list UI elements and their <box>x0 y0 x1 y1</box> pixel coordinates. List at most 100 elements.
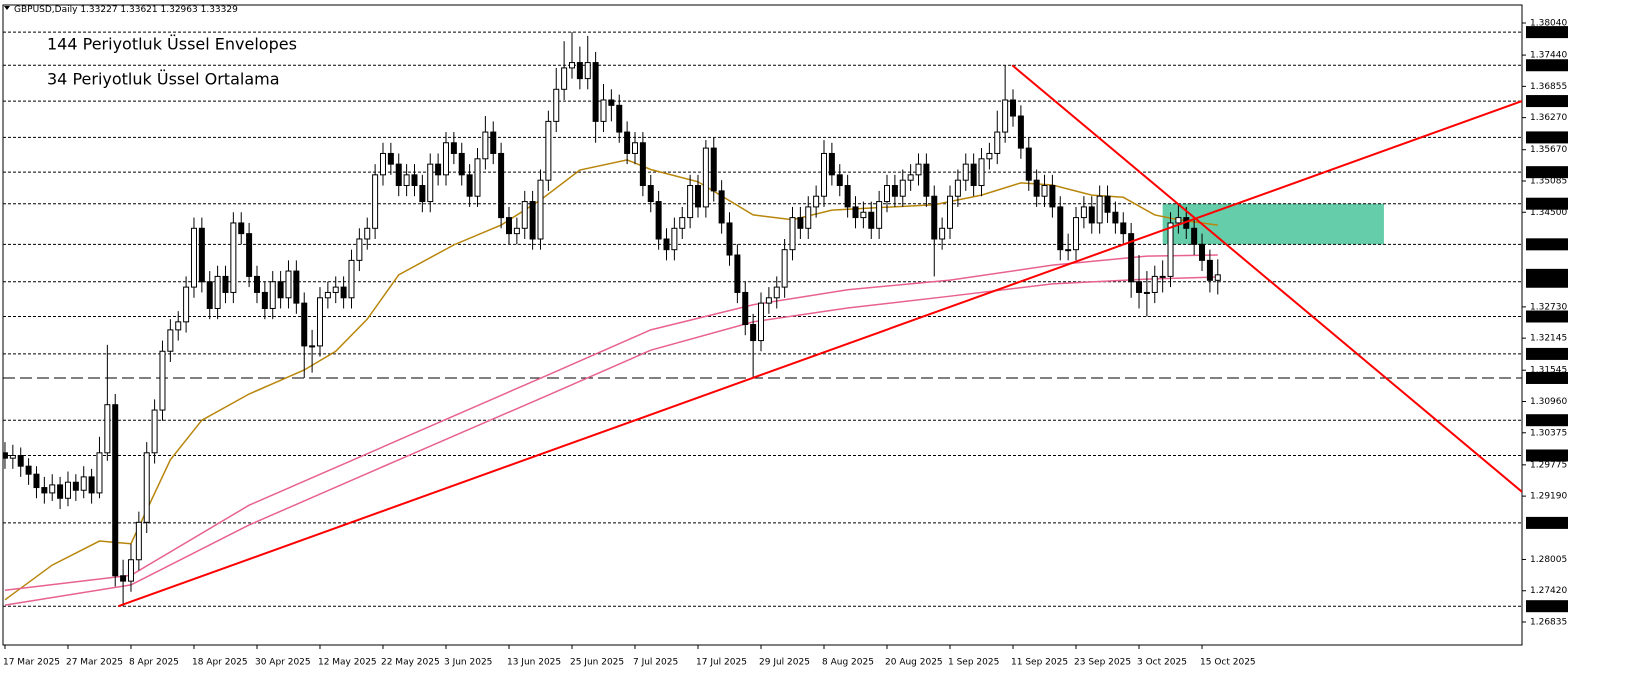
candle-body <box>324 291 331 299</box>
candle-body <box>655 201 662 240</box>
candle-body <box>947 195 954 229</box>
y-tick-label: 1.29775 <box>1530 460 1567 470</box>
y-tick-label: 1.28005 <box>1530 555 1567 565</box>
candle-body <box>419 185 426 203</box>
candle-body <box>781 249 788 288</box>
candle-body <box>1191 227 1198 245</box>
level-label-box <box>1526 516 1568 529</box>
x-tick-label: 23 Sep 2025 <box>1074 658 1131 668</box>
candle-body <box>309 345 316 348</box>
candle-body <box>1088 206 1095 224</box>
candle-body <box>80 476 87 491</box>
level-label-box <box>1526 310 1568 323</box>
candle-body <box>631 142 638 154</box>
level-label-box <box>1526 347 1568 360</box>
x-tick-label: 8 Apr 2025 <box>129 658 179 668</box>
candle-body <box>3 452 8 459</box>
x-tick-label: 29 Jul 2025 <box>759 658 810 668</box>
candle-body <box>1128 233 1135 283</box>
candle-body <box>931 195 938 240</box>
candle-body <box>1049 185 1056 208</box>
annotation: 144 Periyotluk Üssel Envelopes <box>47 35 297 54</box>
candle-body <box>592 62 599 122</box>
y-tick-label: 1.29190 <box>1530 492 1567 502</box>
candle-body <box>1206 259 1213 281</box>
candle-body <box>332 286 339 293</box>
candle-body <box>435 163 442 176</box>
candle-body <box>513 227 520 235</box>
x-tick-label: 25 Jun 2025 <box>570 658 624 668</box>
candle-body <box>246 233 253 277</box>
x-tick-label: 20 Aug 2025 <box>885 658 943 668</box>
candle-body <box>702 147 709 208</box>
level-label: 1.34660 <box>1529 199 1566 209</box>
x-tick-label: 17 Jul 2025 <box>696 658 747 668</box>
x-tick-label: 8 Aug 2025 <box>822 658 874 668</box>
candle-body <box>238 222 245 235</box>
candle-body <box>663 238 670 251</box>
candle-body <box>561 67 568 90</box>
candle-body <box>379 152 386 176</box>
candle-body <box>277 281 284 299</box>
candle-body <box>1096 195 1103 224</box>
y-tick-label: 1.30960 <box>1530 397 1567 407</box>
level-label: 1.31400 <box>1529 373 1566 383</box>
candle-body <box>490 131 497 154</box>
candle-body <box>17 454 24 467</box>
candle-body <box>25 465 32 475</box>
candle-body <box>773 286 780 299</box>
candle-body <box>269 281 276 309</box>
candle-body <box>57 484 64 499</box>
y-tick-label: 1.32145 <box>1530 334 1567 344</box>
candle-body <box>143 452 150 523</box>
candle-body <box>671 227 678 251</box>
candle-body <box>1104 195 1111 213</box>
x-tick-label: 22 May 2025 <box>381 658 440 668</box>
candle-body <box>253 275 260 293</box>
candle-body <box>348 259 355 299</box>
candle-body <box>1025 147 1032 181</box>
candle-body <box>537 179 544 240</box>
candle-body <box>458 152 465 176</box>
zone <box>1162 203 1384 245</box>
candle-body <box>482 131 489 160</box>
candle-body <box>372 174 379 229</box>
candle-body <box>214 275 221 309</box>
y-tick-label: 1.35085 <box>1530 176 1567 186</box>
level-label: 1.33200 <box>1529 277 1566 287</box>
candle-body <box>679 217 686 229</box>
candle-body <box>962 163 969 181</box>
candle-body <box>411 174 418 187</box>
candle-body <box>884 185 891 203</box>
candle-body <box>340 286 347 299</box>
candle-body <box>970 163 977 187</box>
candle-body <box>844 185 851 208</box>
candle-body <box>813 195 820 208</box>
candle-body <box>33 473 40 489</box>
x-tick-label: 3 Jun 2025 <box>444 658 492 668</box>
candle-body <box>1151 275 1158 293</box>
candle-body <box>72 481 79 491</box>
level-label: 1.36580 <box>1529 97 1566 107</box>
candle-body <box>978 158 985 187</box>
candle-body <box>750 324 757 342</box>
candle-body <box>64 481 71 499</box>
candle-body <box>1041 185 1048 197</box>
candle-body <box>1002 99 1009 133</box>
candle-body <box>891 185 898 197</box>
candle-body <box>183 286 190 323</box>
candle-body <box>127 559 134 582</box>
y-tick-label: 1.31545 <box>1530 366 1567 376</box>
level-label: 1.37870 <box>1529 28 1566 38</box>
candle-body <box>190 227 197 288</box>
level-label-box <box>1526 371 1568 384</box>
candle-body <box>545 120 552 181</box>
close: 1.33329 <box>201 5 238 15</box>
y-tick-label: 1.26835 <box>1530 618 1567 628</box>
level-label-box <box>1526 449 1568 462</box>
level-label-box <box>1526 166 1568 179</box>
candle-body <box>521 201 528 229</box>
x-tick-label: 27 Mar 2025 <box>66 658 123 668</box>
candle-body <box>1033 179 1040 197</box>
level-label-box <box>1526 600 1568 613</box>
